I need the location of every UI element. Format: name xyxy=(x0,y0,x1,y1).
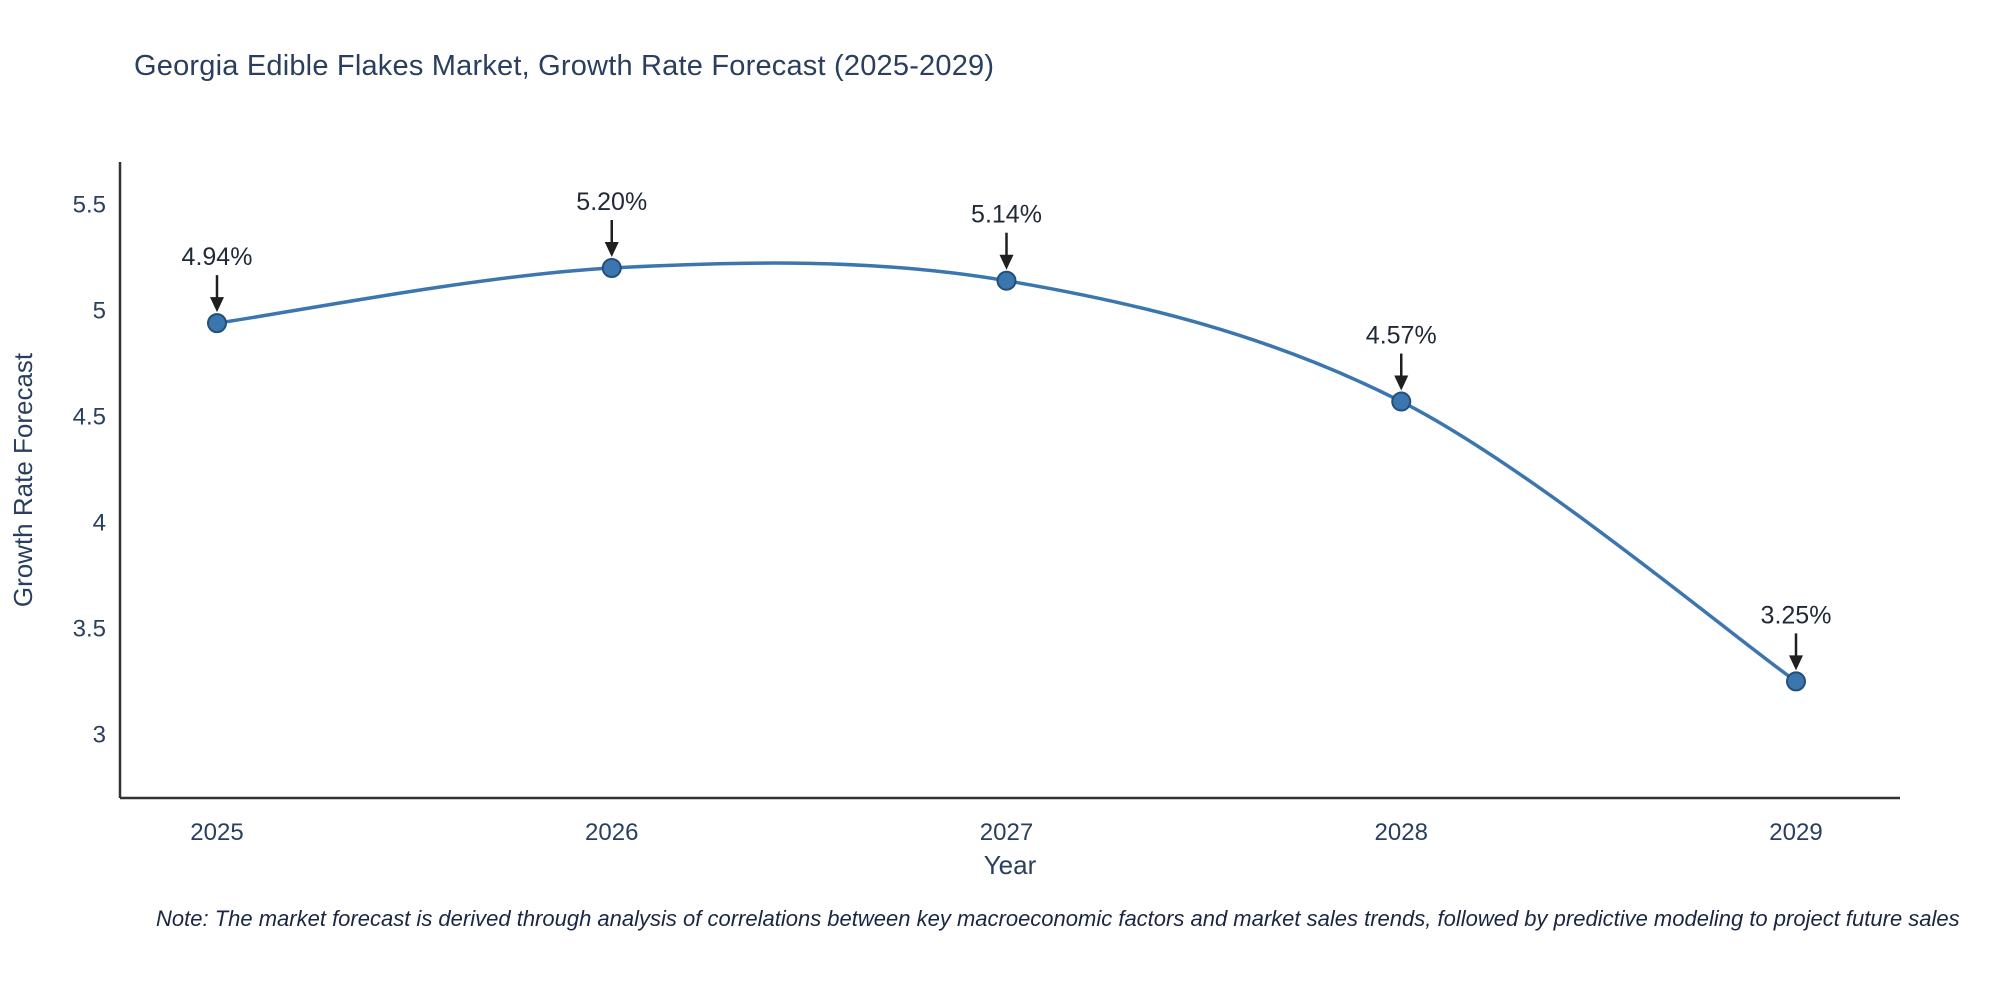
x-tick-label: 2029 xyxy=(1769,819,1822,846)
data-point-marker xyxy=(601,258,622,278)
chart-title: Georgia Edible Flakes Market, Growth Rat… xyxy=(134,50,995,82)
data-point-marker xyxy=(207,313,227,334)
annotation: 3.25% xyxy=(1761,601,1832,671)
axes: 3 3.5 4 4.5 5 5.5 2025 2026 2027 2028 2029 xyxy=(73,162,1900,846)
annotation-arrowhead xyxy=(210,297,224,313)
annotation-label: 4.57% xyxy=(1366,322,1437,350)
annotation-arrowhead xyxy=(1789,655,1803,671)
y-tick-label: 4.5 xyxy=(73,403,106,430)
annotation: 5.20% xyxy=(576,188,647,257)
point-annotations: 4.94% 5.20% 5.14% 4.57% 3.25% xyxy=(182,188,1832,671)
y-tick-label: 3 xyxy=(93,721,106,748)
y-tick-label: 3.5 xyxy=(73,615,106,642)
annotation-arrowhead xyxy=(999,254,1014,270)
annotation: 4.94% xyxy=(182,243,253,313)
data-point-marker xyxy=(1786,671,1806,692)
growth-rate-series xyxy=(207,258,1806,692)
annotation-label: 3.25% xyxy=(1761,601,1832,629)
y-tick-label: 4 xyxy=(93,509,106,536)
data-point-marker xyxy=(1391,391,1412,412)
x-tick-label: 2028 xyxy=(1375,819,1428,846)
x-tick-label: 2026 xyxy=(585,819,638,846)
annotation-label: 4.94% xyxy=(182,243,253,271)
x-axis-title: Year xyxy=(984,850,1037,880)
data-point-marker xyxy=(996,270,1017,291)
y-tick-label: 5.5 xyxy=(73,191,106,218)
annotation-arrowhead xyxy=(604,242,619,257)
annotation: 5.14% xyxy=(971,201,1042,270)
x-tick-label: 2025 xyxy=(190,819,243,846)
x-tick-label: 2027 xyxy=(980,819,1033,846)
footnote: Note: The market forecast is derived thr… xyxy=(156,906,1960,931)
annotation-label: 5.20% xyxy=(576,188,647,216)
annotation: 4.57% xyxy=(1366,322,1437,391)
y-axis-title: Growth Rate Forecast xyxy=(8,352,38,607)
annotation-arrowhead xyxy=(1394,375,1409,391)
y-tick-label: 5 xyxy=(93,297,106,324)
annotation-label: 5.14% xyxy=(971,201,1042,229)
trend-line xyxy=(215,261,1798,684)
